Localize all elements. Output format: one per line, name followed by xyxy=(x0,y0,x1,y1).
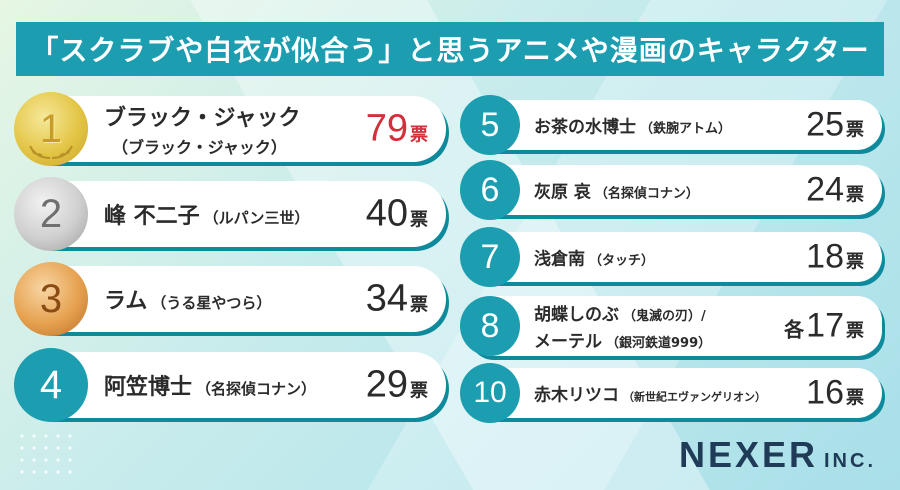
vote-count: 34 票 xyxy=(366,278,428,321)
rank-number: 7 xyxy=(480,237,500,276)
company-logo: NEXER INC. xyxy=(679,434,876,476)
vote-number: 24 xyxy=(806,170,844,209)
ranking-row-6: 6 灰原 哀（名探偵コナン） 24 票 xyxy=(460,160,882,220)
silver-medal-icon: 2 xyxy=(14,177,88,251)
dot-pattern xyxy=(16,430,76,474)
series-name: （新世紀エヴァンゲリオン） xyxy=(623,390,766,404)
character-name: 阿笠博士 xyxy=(104,375,193,400)
series-name-2: （銀河鉄道999） xyxy=(606,336,712,351)
logo-text: NEXER xyxy=(678,434,818,475)
bronze-medal-icon: 3 xyxy=(14,262,88,336)
rank-badge: 10 xyxy=(460,363,520,423)
vote-prefix: 各 xyxy=(784,317,805,342)
character-info: ラム （うる星やつら） xyxy=(104,283,271,315)
vote-number: 34 xyxy=(365,277,408,320)
vote-number: 40 xyxy=(365,192,408,235)
character-info: 浅倉南 （タッチ） xyxy=(534,245,654,270)
rank-badge: 7 xyxy=(460,227,520,287)
character-info: 灰原 哀（名探偵コナン） xyxy=(534,178,699,203)
series-name: （うる星やつら） xyxy=(151,294,272,312)
ranking-row-7: 7 浅倉南 （タッチ） 18 票 xyxy=(460,227,882,287)
vote-unit: 票 xyxy=(846,320,864,342)
series-name: （ブラック・ジャック） xyxy=(112,138,287,157)
gold-medal-icon: 1 xyxy=(14,92,88,166)
rank-number: 5 xyxy=(480,105,500,144)
series-name: （名探偵コナン） xyxy=(594,186,699,202)
vote-unit: 票 xyxy=(846,184,864,206)
rank-badge: 5 xyxy=(460,95,520,155)
vote-count: 18 票 xyxy=(806,238,864,277)
vote-count: 24 票 xyxy=(806,171,864,210)
vote-number: 79 xyxy=(365,107,408,150)
vote-unit: 票 xyxy=(410,380,428,402)
vote-number: 16 xyxy=(806,373,844,412)
character-name: 赤木リツコ xyxy=(534,385,619,406)
vote-unit: 票 xyxy=(846,387,864,409)
vote-count: 29 票 xyxy=(366,364,428,407)
rank-number: 3 xyxy=(39,276,63,321)
character-info: 赤木リツコ （新世紀エヴァンゲリオン） xyxy=(534,381,766,406)
logo-suffix: INC. xyxy=(824,450,876,472)
vote-unit: 票 xyxy=(846,119,864,141)
character-name-2: メーテル xyxy=(534,332,602,352)
rank-number: 2 xyxy=(39,191,63,236)
character-info: 峰 不二子 （ルパン三世） xyxy=(104,198,309,230)
vote-number: 17 xyxy=(806,306,844,345)
vote-count: 16 票 xyxy=(806,374,864,413)
character-name: 胡蝶しのぶ xyxy=(534,305,619,325)
rank-number: 10 xyxy=(473,376,507,409)
rank-number: 8 xyxy=(480,306,500,345)
character-info: ブラック・ジャック （ブラック・ジャック） xyxy=(104,100,300,158)
character-name: 灰原 哀 xyxy=(534,182,591,203)
ranking-row-2: 2 峰 不二子 （ルパン三世） 40 票 xyxy=(14,177,446,251)
rank-number: 6 xyxy=(480,170,500,209)
character-name: お茶の水博士 xyxy=(534,117,636,138)
series-name: （名探偵コナン） xyxy=(196,380,317,398)
page-title: 「スクラブや白衣が似合う」と思うアニメや漫画のキャラクター xyxy=(16,22,884,76)
series-name: （鉄腕アトム） xyxy=(640,121,732,137)
character-name: ラム xyxy=(104,289,148,314)
rank-badge: 8 xyxy=(460,296,520,356)
ranking-row-4: 4 阿笠博士 （名探偵コナン） 29 票 xyxy=(14,348,446,422)
ranking-row-1: 1 ブラック・ジャック （ブラック・ジャック） 79 票 xyxy=(14,92,446,166)
vote-count: 79 票 xyxy=(366,108,428,151)
vote-unit: 票 xyxy=(410,124,428,146)
vote-unit: 票 xyxy=(410,294,428,316)
character-info: お茶の水博士 （鉄腕アトム） xyxy=(534,113,731,138)
ranking-row-10: 10 赤木リツコ （新世紀エヴァンゲリオン） 16 票 xyxy=(460,363,882,423)
vote-number: 29 xyxy=(365,363,408,406)
character-name: 峰 不二子 xyxy=(104,204,200,229)
character-name: 浅倉南 xyxy=(534,249,585,270)
character-info: 阿笠博士 （名探偵コナン） xyxy=(104,369,316,401)
ranking-row-5: 5 お茶の水博士 （鉄腕アトム） 25 票 xyxy=(460,95,882,155)
series-name: （鬼滅の刃）/ xyxy=(623,309,706,324)
rank-badge: 6 xyxy=(460,160,520,220)
ranking-row-3: 3 ラム （うる星やつら） 34 票 xyxy=(14,262,446,336)
rank-badge: 4 xyxy=(14,348,88,422)
laurel-icon xyxy=(29,145,73,159)
vote-count: 各 17 票 xyxy=(784,307,864,346)
vote-unit: 票 xyxy=(846,251,864,273)
rank-number: 1 xyxy=(39,106,63,151)
character-info: 胡蝶しのぶ （鬼滅の刃）/ メーテル （銀河鉄道999） xyxy=(534,300,711,352)
rank-number: 4 xyxy=(39,362,63,407)
series-name: （ルパン三世） xyxy=(203,209,310,227)
character-name: ブラック・ジャック xyxy=(104,106,301,131)
vote-number: 18 xyxy=(806,237,844,276)
vote-unit: 票 xyxy=(410,209,428,231)
ranking-row-8: 8 胡蝶しのぶ （鬼滅の刃）/ メーテル （銀河鉄道999） 各 17 票 xyxy=(460,296,882,356)
vote-count: 25 票 xyxy=(806,106,864,145)
series-name: （タッチ） xyxy=(589,253,655,269)
vote-number: 25 xyxy=(806,105,844,144)
vote-count: 40 票 xyxy=(366,193,428,236)
